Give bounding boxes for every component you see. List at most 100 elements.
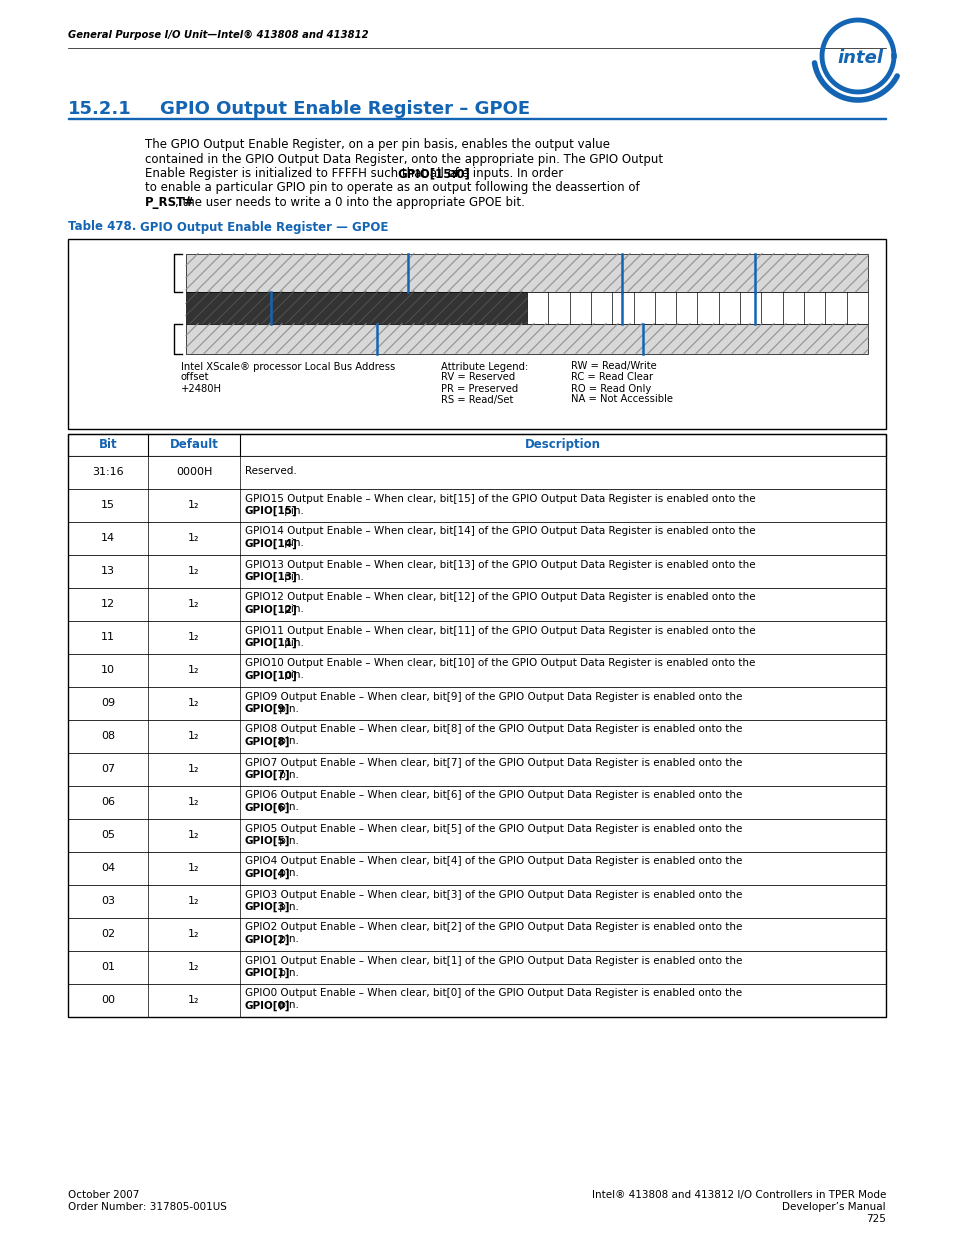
Text: pin.: pin. [281,637,304,647]
Text: RC = Read Clear: RC = Read Clear [571,373,653,383]
Bar [68,752,885,785]
Text: 09: 09 [101,698,115,708]
Bar [68,238,885,429]
Text: Developer’s Manual: Developer’s Manual [781,1202,885,1212]
Text: Attribute Legend:: Attribute Legend: [440,362,528,372]
Text: +2480H: +2480H [181,384,222,394]
Text: Description: Description [524,438,600,451]
Text: GPIO[3]: GPIO[3] [245,902,291,911]
Bar [68,555,885,588]
Bar [68,620,885,653]
Text: GPIO Output Enable Register — GPOE: GPIO Output Enable Register — GPOE [140,221,388,233]
Text: 1₂: 1₂ [188,599,199,609]
Bar [68,851,885,884]
Bar [68,489,885,521]
Bar [186,291,526,324]
Bar [68,918,885,951]
Text: 06: 06 [101,797,115,806]
Text: pin.: pin. [276,1000,299,1010]
Text: intel: intel [836,49,882,67]
Text: 02: 02 [101,929,115,939]
Bar [68,456,885,489]
Text: RW = Read/Write: RW = Read/Write [571,362,656,372]
Text: are inputs. In order: are inputs. In order [446,167,563,180]
Text: 1₂: 1₂ [188,632,199,642]
Bar [186,324,867,353]
Text: to enable a particular GPIO pin to operate as an output following the deassertio: to enable a particular GPIO pin to opera… [145,182,639,194]
Text: 1₂: 1₂ [188,995,199,1005]
Bar [68,433,885,456]
Text: P_RST#: P_RST# [145,196,194,209]
Text: 1₂: 1₂ [188,929,199,939]
Bar [68,884,885,918]
Text: RO = Read Only: RO = Read Only [571,384,651,394]
Text: 07: 07 [101,764,115,774]
Text: 15.2.1: 15.2.1 [68,100,132,119]
Text: October 2007: October 2007 [68,1191,139,1200]
Text: pin.: pin. [276,935,299,945]
Text: GPIO13 Output Enable – When clear, bit[13] of the GPIO Output Data Register is e: GPIO13 Output Enable – When clear, bit[1… [245,559,755,569]
Text: 1₂: 1₂ [188,764,199,774]
Bar [68,653,885,687]
Text: GPIO3 Output Enable – When clear, bit[3] of the GPIO Output Data Register is ena: GPIO3 Output Enable – When clear, bit[3]… [245,889,741,899]
Text: RS = Read/Set: RS = Read/Set [440,394,513,405]
Text: GPIO7 Output Enable – When clear, bit[7] of the GPIO Output Data Register is ena: GPIO7 Output Enable – When clear, bit[7]… [245,757,741,767]
Text: GPIO9 Output Enable – When clear, bit[9] of the GPIO Output Data Register is ena: GPIO9 Output Enable – When clear, bit[9]… [245,692,741,701]
Text: pin.: pin. [276,967,299,977]
Text: GPIO6 Output Enable – When clear, bit[6] of the GPIO Output Data Register is ena: GPIO6 Output Enable – When clear, bit[6]… [245,790,741,800]
Text: GPIO[12]: GPIO[12] [245,604,297,615]
Text: 14: 14 [101,534,115,543]
Bar [68,819,885,851]
Text: pin.: pin. [281,604,304,615]
Text: pin.: pin. [276,704,299,714]
Text: pin.: pin. [276,836,299,846]
Text: GPIO10 Output Enable – When clear, bit[10] of the GPIO Output Data Register is e: GPIO10 Output Enable – When clear, bit[1… [245,658,755,668]
Text: Intel XScale® processor Local Bus Address: Intel XScale® processor Local Bus Addres… [181,362,395,372]
Text: 03: 03 [101,897,115,906]
Text: 1₂: 1₂ [188,698,199,708]
Text: 11: 11 [101,632,115,642]
Bar [68,687,885,720]
Text: GPIO15 Output Enable – When clear, bit[15] of the GPIO Output Data Register is e: GPIO15 Output Enable – When clear, bit[1… [245,494,755,504]
Text: 1₂: 1₂ [188,962,199,972]
Text: NA = Not Accessible: NA = Not Accessible [571,394,672,405]
Text: pin.: pin. [281,671,304,680]
Text: 725: 725 [865,1214,885,1224]
Text: 10: 10 [101,664,115,676]
Bar [68,720,885,752]
Text: General Purpose I/O Unit—Intel® 413808 and 413812: General Purpose I/O Unit—Intel® 413808 a… [68,30,368,40]
Text: RV = Reserved: RV = Reserved [440,373,515,383]
Text: 04: 04 [101,863,115,873]
Text: pin.: pin. [281,505,304,515]
Text: GPIO[0]: GPIO[0] [245,1000,291,1010]
Text: GPIO[7]: GPIO[7] [245,769,291,779]
Text: 1₂: 1₂ [188,897,199,906]
Text: GPIO[15]: GPIO[15] [245,505,297,516]
Text: The GPIO Output Enable Register, on a per pin basis, enables the output value: The GPIO Output Enable Register, on a pe… [145,138,609,151]
Text: GPIO[8]: GPIO[8] [245,736,291,747]
Text: 31:16: 31:16 [92,467,124,477]
Bar [68,951,885,983]
Text: GPIO[14]: GPIO[14] [245,538,297,548]
Bar [68,588,885,620]
Text: GPIO0 Output Enable – When clear, bit[0] of the GPIO Output Data Register is ena: GPIO0 Output Enable – When clear, bit[0]… [245,988,741,999]
Bar [186,253,867,291]
Text: 08: 08 [101,731,115,741]
Bar [68,785,885,819]
Text: 1₂: 1₂ [188,863,199,873]
Text: Reserved.: Reserved. [245,467,296,477]
Text: GPIO4 Output Enable – When clear, bit[4] of the GPIO Output Data Register is ena: GPIO4 Output Enable – When clear, bit[4]… [245,857,741,867]
Text: GPIO[11]: GPIO[11] [245,637,297,648]
Text: pin.: pin. [276,803,299,813]
Text: 0000H: 0000H [175,467,212,477]
Text: Table 478.: Table 478. [68,221,136,233]
Text: , the user needs to write a 0 into the appropriate GPOE bit.: , the user needs to write a 0 into the a… [174,196,524,209]
Text: 1₂: 1₂ [188,664,199,676]
Bar [526,291,867,324]
Bar [68,983,885,1016]
Text: GPIO14 Output Enable – When clear, bit[14] of the GPIO Output Data Register is e: GPIO14 Output Enable – When clear, bit[1… [245,526,755,536]
Text: pin.: pin. [281,538,304,548]
Text: GPIO1 Output Enable – When clear, bit[1] of the GPIO Output Data Register is ena: GPIO1 Output Enable – When clear, bit[1]… [245,956,741,966]
Bar [68,433,885,1016]
Text: 1₂: 1₂ [188,500,199,510]
